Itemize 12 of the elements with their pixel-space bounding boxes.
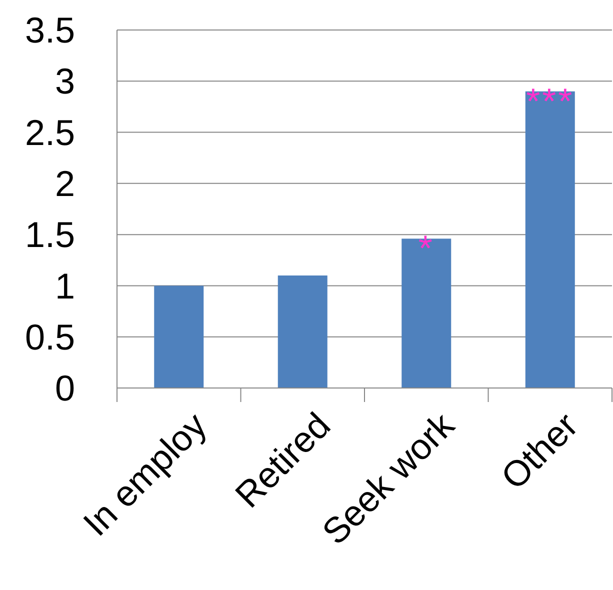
bar (278, 275, 328, 388)
annotation: *** (526, 80, 574, 122)
y-tick-label: 3.5 (24, 10, 75, 51)
y-tick-label: 1 (54, 265, 75, 306)
y-tick-label: 2 (54, 163, 75, 204)
annotation: * (418, 228, 434, 269)
y-tick-label: 2.5 (24, 112, 75, 153)
y-tick-label: 0.5 (24, 316, 75, 358)
bar (154, 286, 204, 388)
y-tick-label: 0 (54, 368, 75, 409)
y-tick-label: 3 (54, 60, 75, 102)
y-tick-label: 1.5 (24, 214, 75, 256)
